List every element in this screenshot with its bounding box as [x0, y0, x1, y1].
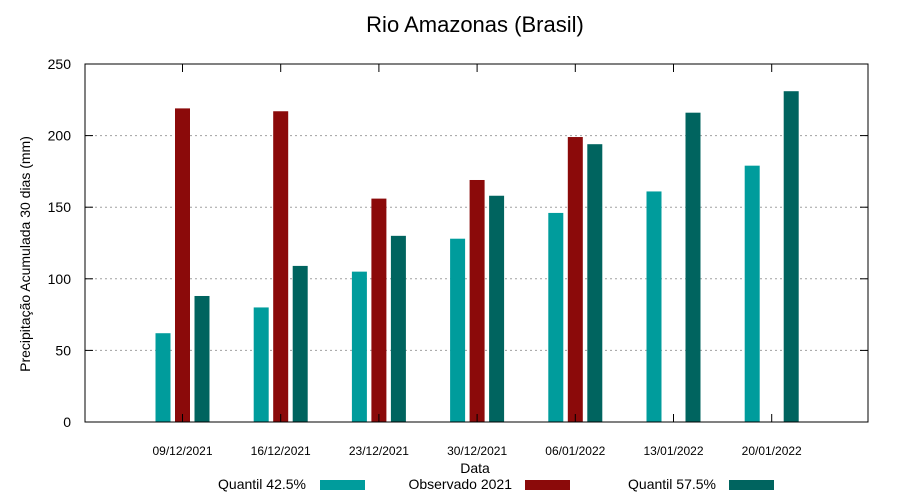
- x-tick-label: 06/01/2022: [545, 444, 605, 458]
- bar-quantil-57-5-0: [194, 295, 210, 422]
- bar-quantil-57-5-3: [489, 195, 505, 422]
- x-tick-label: 13/01/2022: [643, 444, 703, 458]
- bar-quantil-57-5-5: [685, 112, 701, 423]
- y-tick-label: 100: [48, 271, 72, 287]
- bar-quantil-42-5-6: [744, 165, 760, 422]
- bar-quantil-42-5-1: [253, 307, 269, 422]
- legend-swatch: [525, 480, 570, 490]
- legend: Quantil 42.5% Observado 2021 Quantil 57.5%: [218, 476, 774, 492]
- chart-title: Rio Amazonas (Brasil): [366, 12, 584, 37]
- x-ticks: 09/12/2021 16/12/2021 23/12/2021 30/12/2021…: [152, 64, 802, 458]
- bar-quantil-42-5-5: [646, 191, 662, 422]
- bar-observado-2021-0: [175, 108, 190, 422]
- bar-observado-2021-1: [273, 111, 289, 423]
- bars: [155, 91, 799, 423]
- y-axis-label: Precipitação Acumulada 30 dias (mm): [17, 136, 33, 372]
- plot-frame: [84, 63, 869, 423]
- bar-quantil-42-5-3: [450, 238, 466, 422]
- bar-quantil-57-5-2: [390, 235, 406, 422]
- y-ticks: 0 50 100 150 200 250: [48, 56, 868, 430]
- legend-label: Observado 2021: [408, 476, 512, 492]
- y-tick-label: 0: [63, 414, 71, 430]
- legend-label: Quantil 57.5%: [628, 476, 716, 492]
- bar-observado-2021-3: [469, 179, 485, 422]
- bar-quantil-57-5-6: [783, 91, 799, 422]
- legend-swatch: [729, 480, 774, 490]
- y-tick-label: 50: [55, 342, 71, 358]
- bar-quantil-42-5-2: [351, 271, 367, 422]
- legend-label: Quantil 42.5%: [218, 476, 306, 492]
- y-tick-label: 150: [48, 199, 72, 215]
- x-tick-label: 23/12/2021: [349, 444, 409, 458]
- bar-observado-2021-4: [567, 137, 583, 423]
- x-tick-label: 30/12/2021: [447, 444, 507, 458]
- x-tick-label: 16/12/2021: [251, 444, 311, 458]
- bar-quantil-57-5-4: [587, 144, 603, 422]
- bar-quantil-42-5-0: [155, 333, 171, 422]
- bar-observado-2021-2: [371, 198, 387, 422]
- bar-quantil-42-5-4: [548, 212, 564, 422]
- x-tick-label: 20/01/2022: [742, 444, 802, 458]
- y-tick-label: 200: [48, 128, 72, 144]
- y-tick-label: 250: [48, 56, 72, 72]
- x-axis-label: Data: [460, 460, 490, 476]
- bar-quantil-57-5-1: [292, 265, 308, 422]
- x-tick-label: 09/12/2021: [152, 444, 212, 458]
- legend-swatch: [320, 480, 365, 490]
